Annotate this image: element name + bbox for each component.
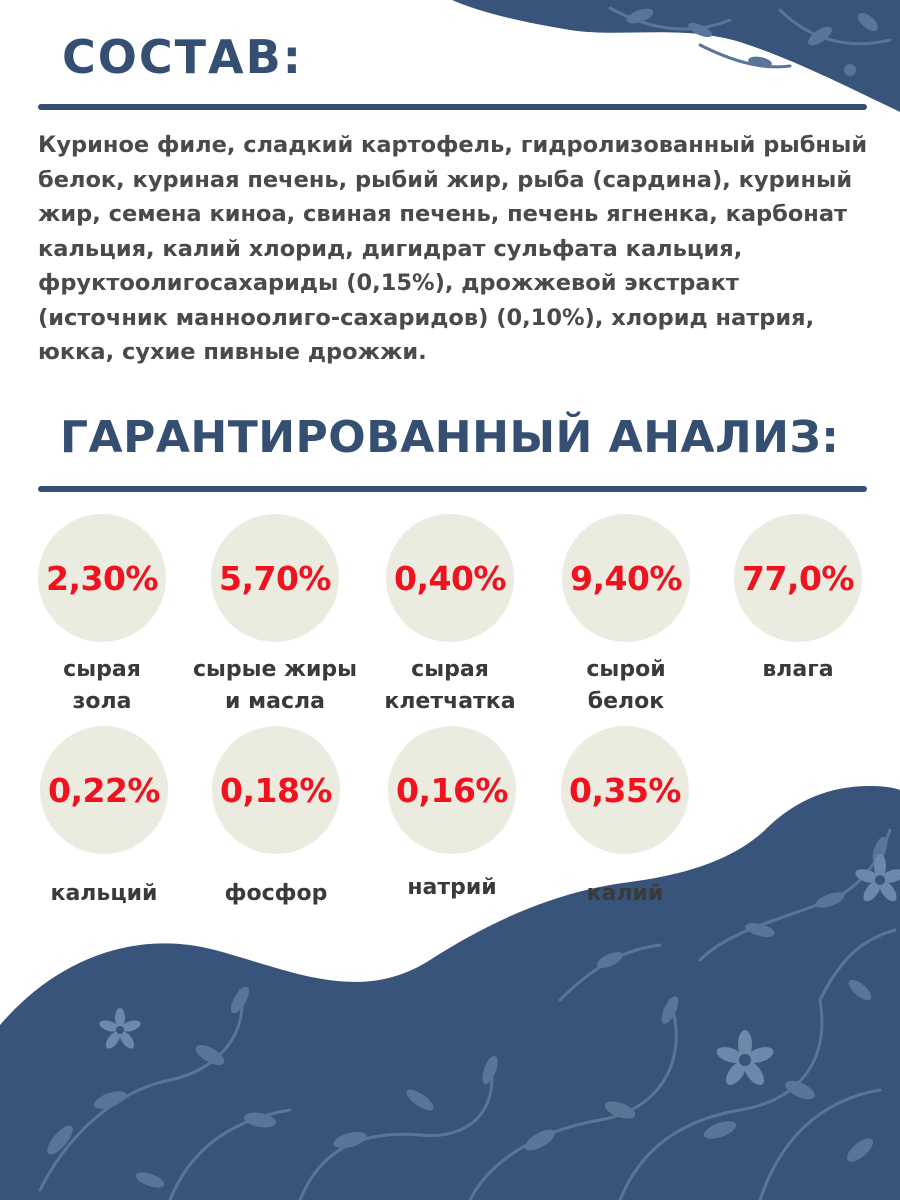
ingredients-text: Куриное филе, сладкий картофель, гидроли… — [38, 132, 868, 365]
nutrient-circle: 9,40% — [562, 514, 690, 642]
nutrient-moisture: 77,0% влага — [708, 514, 888, 686]
nutrient-label: фосфор — [224, 881, 328, 906]
nutrient-circle: 0,16% — [388, 726, 516, 854]
nutrient-label: сырые жиры и масла — [192, 657, 358, 714]
nutrient-label: сырая клетчатка — [384, 657, 516, 714]
nutrient-label: сырой белок — [586, 657, 666, 714]
bottom-ornament-flowers — [99, 854, 900, 1086]
nutrient-circle: 0,40% — [386, 514, 514, 642]
nutrient-calcium: 0,22% кальций — [14, 726, 194, 910]
nutrient-label: сырая зола — [63, 657, 141, 714]
nutrient-label: натрий — [407, 875, 497, 900]
top-ornament-leaves — [626, 8, 878, 76]
top-right-wave — [452, 0, 900, 112]
nutrient-value: 77,0% — [742, 558, 855, 598]
nutrient-circle: 0,35% — [561, 726, 689, 854]
nutrient-value: 0,35% — [569, 770, 682, 810]
nutrient-fat: 5,70% сырые жиры и масла — [185, 514, 365, 718]
nutrient-value: 0,22% — [48, 770, 161, 810]
nutrient-potassium: 0,35% калий — [535, 726, 715, 910]
nutrient-value: 0,16% — [396, 770, 509, 810]
analysis-title: ГАРАНТИРОВАННЫЙ АНАЛИЗ: — [60, 412, 840, 463]
nutrient-circle: 0,18% — [212, 726, 340, 854]
nutrient-value: 9,40% — [570, 558, 683, 598]
composition-divider — [38, 104, 867, 110]
nutrient-circle: 2,30% — [38, 514, 166, 642]
nutrient-label: калий — [586, 881, 664, 906]
nutrient-sodium: 0,16% натрий — [362, 726, 542, 904]
nutrient-circle: 5,70% — [211, 514, 339, 642]
nutrient-fiber: 0,40% сырая клетчатка — [360, 514, 540, 718]
bottom-wave — [0, 786, 900, 1200]
nutrient-label: влага — [762, 657, 834, 682]
nutrient-value: 0,18% — [220, 770, 333, 810]
nutrient-phosphorus: 0,18% фосфор — [186, 726, 366, 910]
nutrient-ash: 2,30% сырая зола — [12, 514, 192, 718]
nutrient-protein: 9,40% сырой белок — [536, 514, 716, 718]
nutrient-circle: 77,0% — [734, 514, 862, 642]
nutrient-value: 0,40% — [394, 558, 507, 598]
bottom-ornament-vines — [38, 828, 897, 1200]
bottom-ornament-leaves — [47, 836, 888, 1188]
nutrient-circle: 0,22% — [40, 726, 168, 854]
top-ornament-vines — [608, 6, 892, 69]
nutrient-value: 2,30% — [46, 558, 159, 598]
composition-title: СОСТАВ: — [62, 30, 304, 84]
analysis-divider — [38, 486, 867, 492]
nutrient-label: кальций — [50, 881, 158, 906]
nutrient-value: 5,70% — [219, 558, 332, 598]
